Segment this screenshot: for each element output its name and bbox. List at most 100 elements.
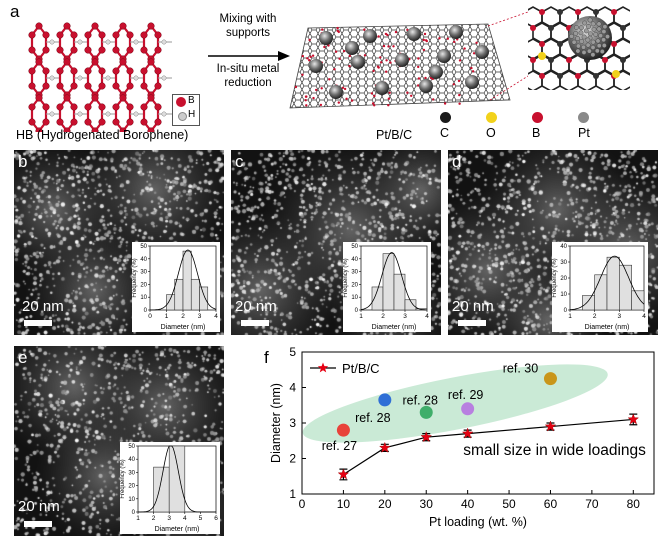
chart-ytick: 3 bbox=[289, 416, 296, 430]
scale-bar-d bbox=[458, 320, 486, 326]
histogram-ytick: 0 bbox=[564, 308, 568, 314]
scale-text-b: 20 nm bbox=[22, 298, 64, 315]
histogram-ytick: 50 bbox=[128, 444, 135, 450]
element-legend-item-pt: Pt bbox=[578, 110, 618, 144]
hb-lattice-figure bbox=[28, 22, 172, 132]
panel-label-f: f bbox=[264, 348, 269, 367]
chart-xtick: 20 bbox=[378, 497, 392, 511]
histogram-xtick: 2 bbox=[381, 313, 385, 320]
histogram-ylabel: Frequency (%) bbox=[552, 258, 558, 297]
chart-ytick: 4 bbox=[289, 381, 296, 395]
chart-ytick: 1 bbox=[289, 487, 296, 501]
element-legend-item-b: B bbox=[532, 110, 572, 144]
reference-point bbox=[336, 423, 350, 437]
chart-xtick: 80 bbox=[627, 497, 641, 511]
boron-atom-icon bbox=[176, 97, 186, 107]
histogram-xtick: 6 bbox=[214, 515, 218, 522]
pt-atom-icon bbox=[578, 112, 589, 123]
o-atom-icon bbox=[486, 112, 497, 123]
c-atom-icon bbox=[440, 112, 451, 123]
legend-label: Pt/B/C bbox=[342, 361, 380, 376]
scale-bar-e bbox=[24, 521, 52, 527]
histogram-bar bbox=[606, 256, 620, 311]
histogram-ytick: 10 bbox=[351, 295, 358, 301]
scale-text-d: 20 nm bbox=[452, 298, 494, 315]
histogram-ytick: 10 bbox=[140, 295, 147, 301]
histogram-ytick: 30 bbox=[351, 270, 358, 276]
histogram-bar bbox=[582, 295, 595, 311]
histogram-bar bbox=[393, 273, 406, 311]
histogram-ytick: 20 bbox=[351, 282, 358, 288]
chart-xtick: 10 bbox=[337, 497, 351, 511]
pt-b-c-sheet-figure bbox=[289, 23, 511, 109]
chart-ylabel: Diameter (nm) bbox=[270, 383, 283, 463]
histogram-fit-curve bbox=[569, 255, 645, 311]
histogram-xtick: 5 bbox=[199, 515, 203, 522]
histogram-xlabel: Diameter (nm) bbox=[155, 526, 200, 533]
reference-point bbox=[461, 402, 475, 416]
chart-xtick: 30 bbox=[420, 497, 434, 511]
histogram-ytick: 20 bbox=[560, 276, 567, 282]
histogram-xtick: 2 bbox=[152, 515, 156, 522]
histogram-xtick: 4 bbox=[642, 313, 646, 320]
histogram-bar bbox=[619, 264, 632, 311]
histogram-ytick: 30 bbox=[140, 270, 147, 276]
chart-xtick: 60 bbox=[544, 497, 558, 511]
chart-ytick: 5 bbox=[289, 345, 296, 359]
histogram-e: 1 2 3 4 5 6 0 10 20 30 40 50 Diameter (nm) Frequency … bbox=[120, 442, 220, 534]
histogram-ylabel: Frequency (%) bbox=[132, 258, 138, 297]
histogram-xtick: 4 bbox=[183, 515, 187, 522]
reference-label: ref. 29 bbox=[448, 388, 483, 402]
element-legend-item-c: C bbox=[440, 110, 480, 144]
reference-region-ellipse bbox=[302, 364, 608, 443]
histogram-ytick: 20 bbox=[140, 282, 147, 288]
reference-label: ref. 28 bbox=[355, 411, 390, 425]
b-atom-icon bbox=[532, 112, 543, 123]
panel-label-b: b bbox=[18, 152, 28, 171]
panel-label-e: e bbox=[18, 348, 28, 367]
zoom-lines bbox=[487, 11, 529, 101]
histogram-bar bbox=[166, 294, 176, 311]
hb-legend-b: B bbox=[188, 95, 195, 106]
scale-text-e: 20 nm bbox=[18, 498, 60, 515]
reference-label: ref. 28 bbox=[403, 393, 438, 407]
element-legend-label: Pt bbox=[578, 126, 590, 140]
histogram-ytick: 10 bbox=[128, 497, 135, 503]
product-caption: Pt/B/C bbox=[376, 128, 413, 142]
histogram-xtick: 1 bbox=[568, 313, 572, 320]
histogram-xtick: 2 bbox=[181, 313, 185, 320]
panel-label-a: a bbox=[10, 2, 20, 21]
histogram-xtick: 4 bbox=[214, 313, 218, 320]
histogram-xtick: 1 bbox=[165, 313, 169, 320]
element-legend: C O B Pt bbox=[440, 110, 630, 144]
histogram-fit-curve bbox=[138, 445, 216, 513]
histogram-xtick: 4 bbox=[425, 313, 429, 320]
reference-point bbox=[419, 405, 433, 419]
data-point bbox=[461, 427, 474, 439]
micrograph-e: e 20 nm 1 2 3 4 5 6 0 10 20 30 40 50 Diameter (nm) Fr… bbox=[14, 346, 224, 536]
chart-f: 0 10 20 30 40 50 60 70 80 1 2 3 4 5 Pt loading (wt. %)… bbox=[270, 345, 655, 529]
process-arrow-icon bbox=[208, 51, 290, 61]
data-point bbox=[337, 468, 350, 480]
histogram-ytick: 40 bbox=[560, 244, 567, 250]
reference-point bbox=[543, 372, 557, 386]
zoom-inset bbox=[528, 2, 630, 90]
histogram-bar bbox=[174, 278, 184, 311]
histogram-ytick: 0 bbox=[132, 510, 136, 516]
element-legend-label: O bbox=[486, 126, 496, 140]
histogram-xtick: 1 bbox=[136, 515, 140, 522]
hb-caption: HB (Hydrogenated Borophene) bbox=[16, 128, 189, 142]
reference-label: ref. 30 bbox=[503, 362, 538, 376]
panel-label-c: c bbox=[235, 152, 244, 171]
histogram-xtick: 3 bbox=[403, 313, 407, 320]
histogram-bar bbox=[594, 274, 608, 311]
series-line bbox=[343, 418, 634, 475]
hb-legend-h: H bbox=[188, 109, 196, 120]
chart-xtick: 50 bbox=[502, 497, 516, 511]
reference-point bbox=[378, 393, 392, 407]
histogram-ytick: 40 bbox=[351, 257, 358, 263]
histogram-xlabel: Diameter (nm) bbox=[585, 324, 630, 331]
micrograph-b: b 20 nm 0 1 2 3 4 0 10 20 30 40 50 Diameter (nm) Fre… bbox=[14, 150, 224, 335]
